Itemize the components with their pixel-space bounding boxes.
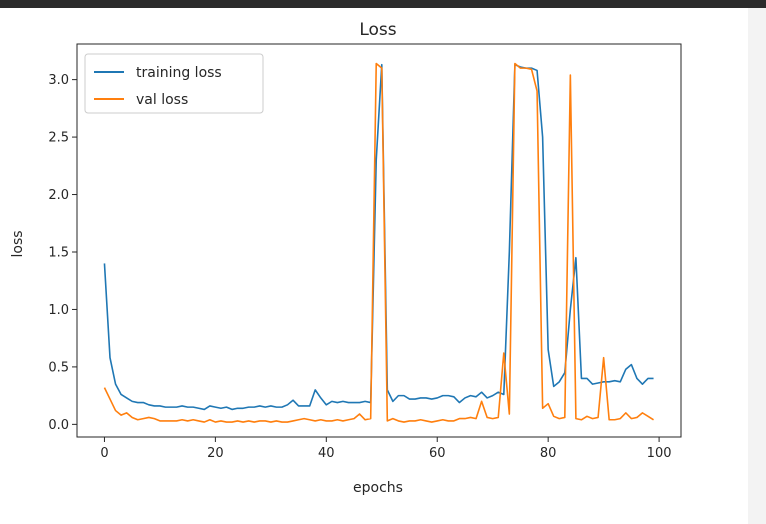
y-tick-label: 3.0 xyxy=(48,73,69,88)
x-tick-label: 20 xyxy=(207,446,224,461)
x-axis: 0 20 40 60 80 100 xyxy=(100,437,672,461)
x-tick-label: 0 xyxy=(100,446,108,461)
chart-title: Loss xyxy=(359,20,396,40)
y-tick-label: 2.5 xyxy=(48,131,69,146)
y-tick-label: 1.0 xyxy=(48,303,69,318)
legend: training loss val loss xyxy=(84,53,264,114)
window-top-bar xyxy=(0,0,766,8)
plot-area xyxy=(76,43,682,438)
x-tick-label: 80 xyxy=(540,446,557,461)
series-line-val-loss xyxy=(103,62,654,423)
legend-label-training-loss: training loss xyxy=(136,65,222,81)
series-line-training-loss xyxy=(103,63,654,411)
y-tick-label: 0.5 xyxy=(48,360,69,375)
legend-box xyxy=(84,53,264,114)
plot-frame xyxy=(76,43,682,438)
x-axis-label: epochs xyxy=(353,480,403,496)
y-axis-label: loss xyxy=(10,230,26,257)
x-tick-label: 60 xyxy=(429,446,446,461)
x-tick-label: 100 xyxy=(647,446,672,461)
y-tick-label: 1.5 xyxy=(48,245,69,260)
y-tick-label: 2.0 xyxy=(48,188,69,203)
y-tick-label: 0.0 xyxy=(48,418,69,433)
scroll-gutter xyxy=(748,8,766,524)
legend-label-val-loss: val loss xyxy=(136,92,188,108)
y-axis: 0.0 0.5 1.0 1.5 2.0 2.5 3.0 xyxy=(48,73,77,433)
x-tick-label: 40 xyxy=(318,446,335,461)
